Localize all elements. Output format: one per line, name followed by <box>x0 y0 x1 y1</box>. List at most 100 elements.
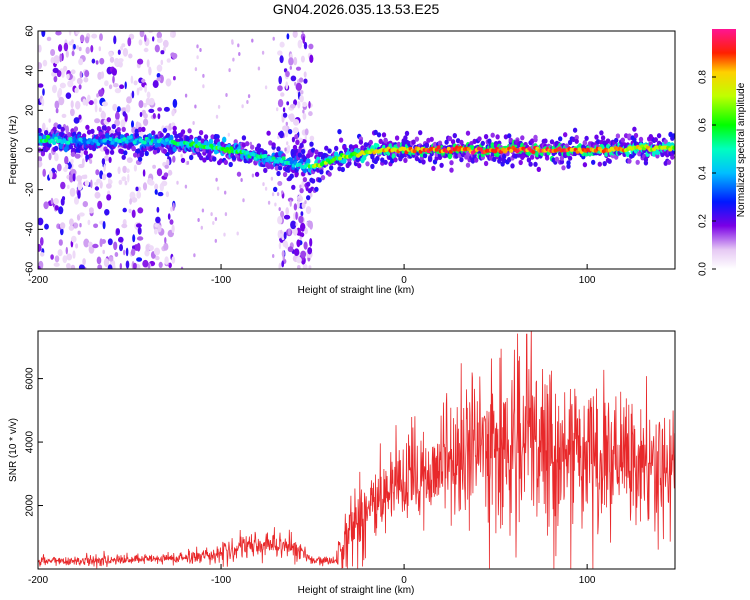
ridge-core <box>271 156 276 161</box>
noise-speck <box>272 254 275 258</box>
noise-speck <box>137 227 142 235</box>
noise-speck <box>72 250 76 259</box>
noise-speck <box>299 232 305 238</box>
noise-speck <box>287 228 291 236</box>
noise-speck <box>158 261 163 268</box>
ridge-halo <box>38 127 42 134</box>
ridge-halo <box>236 171 242 177</box>
noise-speck <box>156 206 160 213</box>
noise-speck <box>126 157 133 164</box>
noise-speck <box>144 85 148 93</box>
ridge-halo <box>137 156 143 162</box>
x-tick-label: 0 <box>401 575 407 586</box>
ridge-halo <box>162 148 168 154</box>
noise-speck <box>171 109 175 117</box>
ridge-halo <box>306 181 311 187</box>
noise-speck <box>138 86 143 91</box>
noise-speck <box>126 168 130 173</box>
noise-speck <box>300 90 304 95</box>
noise-speck <box>154 183 159 191</box>
noise-speck <box>132 262 137 269</box>
ridge-halo <box>131 145 136 151</box>
ridge-halo <box>533 161 538 167</box>
ridge-halo <box>370 163 375 169</box>
noise-speck <box>112 75 115 84</box>
ridge-halo <box>294 171 299 177</box>
noise-speck <box>103 258 110 268</box>
noise-speck <box>300 211 304 217</box>
ridge-core <box>412 149 417 154</box>
noise-speck <box>131 120 134 129</box>
noise-speck <box>70 69 76 75</box>
noise-speck <box>162 39 169 48</box>
noise-speck <box>113 35 117 45</box>
ridge-core <box>124 139 129 144</box>
colorbar-label: Normalized spectral amplitude <box>736 82 747 217</box>
ridge-halo <box>403 135 408 141</box>
ridge-halo <box>480 140 485 146</box>
noise-speck <box>164 256 169 265</box>
ridge-halo <box>633 132 639 139</box>
y-tick-label: 2000 <box>25 494 36 517</box>
noise-speck <box>52 67 59 74</box>
ridge-halo <box>306 195 311 201</box>
ridge-halo <box>365 161 370 167</box>
noise-speck <box>84 36 90 44</box>
noise-speck <box>293 248 300 256</box>
noise-speck <box>184 93 188 98</box>
noise-speck <box>111 68 117 76</box>
ridge-core <box>128 135 133 140</box>
noise-speck <box>143 118 149 126</box>
ridge-halo <box>282 171 288 178</box>
ridge-halo <box>595 139 601 145</box>
noise-speck <box>282 107 286 113</box>
noise-speck <box>108 84 113 90</box>
noise-speck <box>168 169 173 176</box>
ridge-core <box>229 146 234 151</box>
ridge-halo <box>85 154 90 160</box>
noise-speck <box>163 172 169 178</box>
noise-speck <box>172 202 175 211</box>
noise-speck <box>54 153 59 162</box>
noise-speck <box>78 46 82 52</box>
ridge-halo <box>53 145 59 151</box>
ridge-halo <box>452 133 457 139</box>
noise-speck <box>302 109 305 114</box>
ridge-core <box>281 156 286 161</box>
ridge-halo <box>599 130 604 136</box>
noise-speck <box>309 54 314 63</box>
noise-speck <box>88 207 94 214</box>
noise-speck <box>101 101 108 107</box>
noise-speck <box>298 77 304 83</box>
noise-speck <box>58 206 64 215</box>
noise-speck <box>136 87 140 96</box>
ridge-halo <box>198 155 204 161</box>
noise-speck <box>300 222 306 232</box>
noise-speck <box>38 156 43 163</box>
noise-speck <box>82 258 86 266</box>
ridge-core <box>44 138 49 143</box>
noise-speck <box>60 181 66 190</box>
ridge-halo <box>329 165 334 171</box>
ridge-halo <box>502 153 507 159</box>
colorbar-tick-label: 0.8 <box>698 70 709 84</box>
ridge-halo <box>530 138 535 144</box>
noise-speck <box>89 159 93 164</box>
noise-speck <box>286 33 290 40</box>
noise-speck <box>303 71 307 78</box>
x-tick-label: 100 <box>579 275 596 286</box>
noise-speck <box>237 43 240 48</box>
x-tick-label: 100 <box>579 575 596 586</box>
ridge-halo <box>495 134 500 140</box>
noise-speck <box>193 253 196 258</box>
ridge-halo <box>574 138 579 144</box>
colorbar-tick-label: 0.4 <box>698 166 709 180</box>
snr-series-line <box>38 331 675 569</box>
noise-speck <box>59 222 66 230</box>
ridge-halo <box>591 159 596 165</box>
noise-speck <box>290 220 297 230</box>
noise-speck <box>56 163 62 172</box>
noise-speck <box>127 37 132 47</box>
ridge-halo <box>68 144 74 150</box>
ridge-core <box>38 135 42 140</box>
